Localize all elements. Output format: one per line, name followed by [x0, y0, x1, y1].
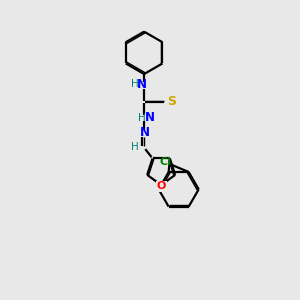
Text: H: H: [131, 142, 139, 152]
Text: Cl: Cl: [159, 157, 171, 167]
Text: N: N: [140, 126, 150, 139]
Text: H: H: [131, 79, 139, 89]
Text: N: N: [137, 77, 147, 91]
Text: H: H: [138, 112, 146, 123]
Text: O: O: [157, 181, 166, 191]
Text: S: S: [167, 95, 176, 108]
Text: N: N: [144, 111, 154, 124]
